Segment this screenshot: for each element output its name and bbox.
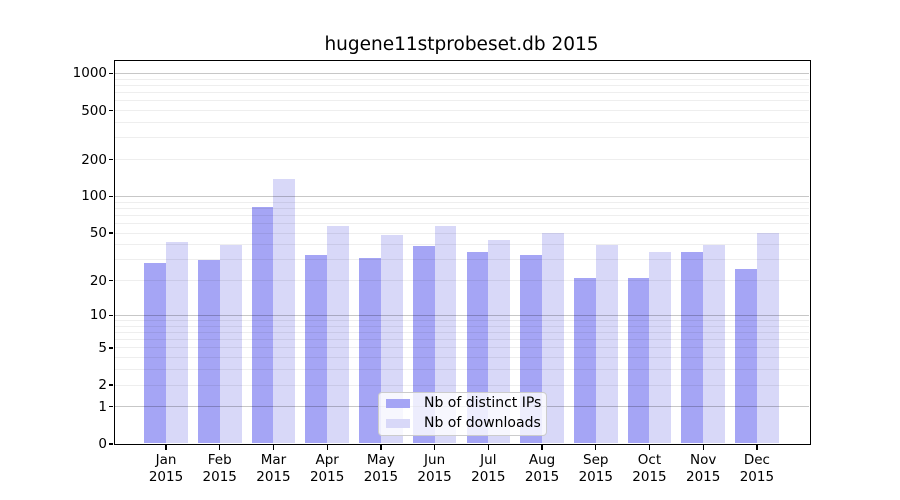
- y-tick: [108, 195, 113, 198]
- x-tick: [541, 445, 543, 450]
- y-tick-label: 1: [98, 398, 107, 415]
- y-tick: [108, 72, 113, 75]
- plot-area: [113, 59, 811, 445]
- x-tick-label: Aug 2015: [510, 452, 574, 485]
- y-tick: [108, 347, 113, 349]
- x-tick-label-year: 2015: [417, 468, 452, 485]
- y-tick: [108, 384, 113, 386]
- y-tick-label: 200: [81, 151, 107, 168]
- x-tick-label-month: Sep: [583, 452, 609, 468]
- x-tick-label-year: 2015: [524, 468, 560, 485]
- x-tick: [487, 445, 489, 450]
- legend-label-downloads: Nb of downloads: [424, 415, 541, 431]
- y-tick: [108, 443, 113, 445]
- x-tick: [756, 445, 758, 450]
- y-tick-label: 50: [89, 225, 107, 242]
- y-tick: [108, 232, 113, 234]
- legend-swatch-distinct-ips: [386, 399, 410, 408]
- x-tick-label-year: 2015: [632, 468, 667, 485]
- legend: Nb of distinct IPs Nb of downloads: [378, 391, 547, 436]
- x-tick-label-month: Oct: [637, 452, 662, 468]
- x-tick-label-year: 2015: [202, 468, 237, 485]
- y-tick: [108, 406, 113, 408]
- x-tick-label-month: Mar: [260, 452, 287, 468]
- x-tick-label-month: Jan: [155, 452, 177, 468]
- x-tick-label: Sep 2015: [564, 452, 628, 485]
- x-tick: [648, 445, 651, 450]
- legend-item-downloads: Nb of downloads: [386, 415, 541, 431]
- x-tick-label-month: Apr: [315, 452, 339, 468]
- x-tick-label-month: Dec: [743, 452, 770, 468]
- x-tick-label: Mar 2015: [241, 452, 305, 485]
- x-tick: [433, 445, 436, 450]
- x-tick-label: Jun 2015: [403, 452, 467, 485]
- x-tick-label: Jan 2015: [134, 452, 198, 485]
- x-tick-label-year: 2015: [471, 468, 506, 485]
- x-tick-label: Feb 2015: [188, 452, 252, 485]
- x-tick-label-year: 2015: [256, 468, 291, 485]
- x-tick-label: Nov 2015: [671, 452, 735, 485]
- x-tick-label-year: 2015: [309, 468, 345, 485]
- x-tick: [326, 445, 328, 450]
- y-tick-label: 0: [98, 436, 107, 452]
- legend-label-distinct-ips: Nb of distinct IPs: [424, 395, 542, 411]
- y-tick-label: 500: [81, 102, 107, 119]
- x-tick-label-year: 2015: [686, 468, 721, 485]
- x-tick-label-month: Nov: [690, 452, 717, 468]
- x-tick: [702, 445, 704, 450]
- x-tick-label-month: Aug: [528, 452, 556, 468]
- y-tick: [108, 314, 113, 316]
- x-tick: [595, 445, 597, 450]
- x-tick-label: Oct 2015: [617, 452, 681, 485]
- y-tick-label: 5: [98, 339, 107, 356]
- x-tick-label-year: 2015: [739, 468, 775, 485]
- y-tick-label: 10: [89, 307, 107, 324]
- y-tick: [108, 109, 113, 112]
- y-tick: [108, 280, 113, 282]
- x-tick-label-month: Feb: [207, 452, 232, 468]
- x-tick-label-year: 2015: [363, 468, 399, 485]
- x-tick: [380, 445, 382, 450]
- y-tick-label: 100: [81, 188, 107, 205]
- x-tick-label: May 2015: [349, 452, 413, 485]
- x-tick-label: Apr 2015: [295, 452, 359, 485]
- x-tick: [272, 445, 275, 450]
- x-tick-label: Dec 2015: [725, 452, 789, 485]
- x-tick-label-month: Jun: [424, 452, 446, 468]
- y-tick: [108, 158, 113, 161]
- legend-swatch-downloads: [386, 419, 410, 428]
- x-tick-label-month: May: [366, 452, 395, 468]
- y-tick-label: 20: [89, 272, 107, 289]
- chart-title: hugene11stprobeset.db 2015: [324, 34, 599, 55]
- legend-item-distinct-ips: Nb of distinct IPs: [386, 395, 542, 411]
- x-tick-label-year: 2015: [578, 468, 613, 485]
- y-tick-label: 2: [98, 377, 107, 394]
- x-tick-label: Jul 2015: [456, 452, 520, 485]
- y-tick-label: 1000: [72, 65, 107, 82]
- x-tick-label-month: Jul: [480, 452, 497, 468]
- x-tick: [219, 445, 221, 450]
- x-tick-label-year: 2015: [148, 468, 184, 485]
- x-tick: [165, 445, 167, 450]
